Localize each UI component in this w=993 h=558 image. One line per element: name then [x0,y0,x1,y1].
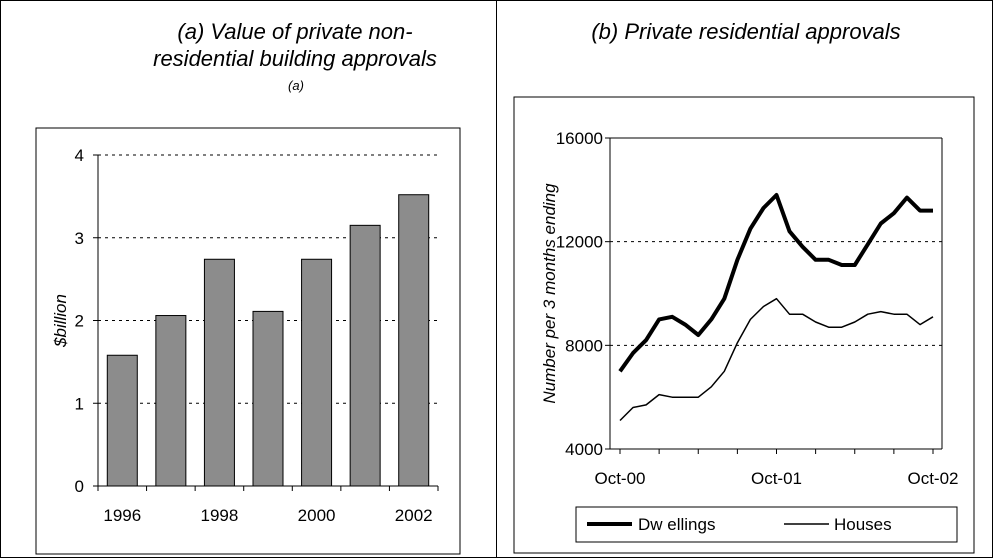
x-tick-label: 2002 [395,506,433,525]
y-tick-label: 12000 [556,233,603,252]
y-axis-label: $billion [51,294,70,348]
y-tick-label: 3 [75,229,84,248]
bar [155,315,187,487]
chart-area-border [35,127,461,555]
y-axis-label: Number per 3 months ending [540,183,559,404]
bar [252,310,284,487]
x-tick-label: Oct-02 [907,469,958,488]
x-tick-label: 1998 [201,506,239,525]
legend-box [575,506,958,543]
panel-divider [496,0,497,558]
y-tick-label: 4000 [565,440,603,459]
y-tick-label: 8000 [565,336,603,355]
panel-b-title: (b) Private residential approvals [500,18,992,45]
bar [301,258,333,487]
legend-label: Dw ellings [638,515,715,534]
chart-area-border [513,96,975,554]
y-tick-label: 2 [75,312,84,331]
x-tick-label: 1996 [103,506,141,525]
panel-a-title-superscript: (a) [288,78,304,93]
y-tick-label: 1 [75,394,84,413]
series-line [619,297,934,422]
panel-a-title-text: (a) Value of private non-residential bui… [153,19,437,71]
bar [106,354,138,487]
panel-b-title-text: (b) Private residential approvals [591,19,901,44]
bar [349,224,381,487]
x-tick-label: Oct-00 [594,469,645,488]
y-tick-label: 0 [75,477,84,496]
x-tick-label: 2000 [298,506,336,525]
chart-a: 0 1 2 3 4 1996 1998 2000 2002 $billion [35,127,461,555]
x-tick-label: Oct-01 [751,469,802,488]
y-tick-label: 4 [75,146,84,165]
y-tick-label: 16000 [556,129,603,148]
panel-a-title: (a) Value of private non-residential bui… [150,18,440,106]
bar [398,194,430,487]
legend-label: Houses [834,515,892,534]
bar [203,258,235,487]
series-line [618,193,933,373]
